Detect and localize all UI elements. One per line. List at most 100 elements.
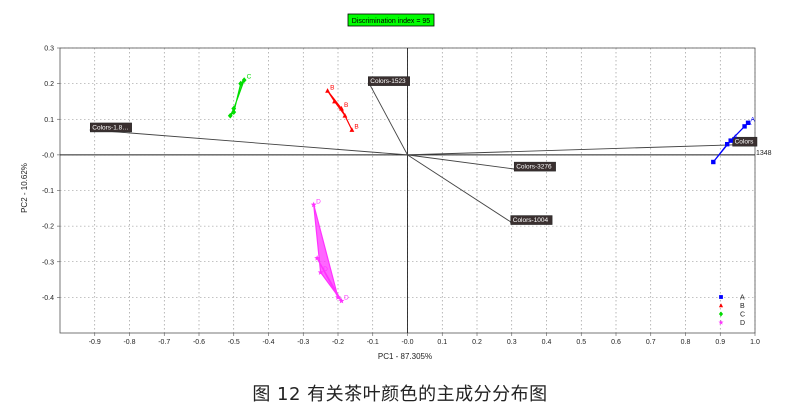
point-label: A [751,116,756,123]
series-point [314,255,321,261]
loading-vectors: Colors-1.8… Colors-1523 Colors-3276 Colors-… [89,76,772,225]
x-tick-label: 0.4 [542,339,552,346]
series-point [231,105,237,112]
figure-caption: 图 12 有关茶叶颜色的主成分分布图 [252,384,548,405]
series-point [227,112,233,119]
series-point [338,297,345,304]
x-tick-label: -0.7 [158,339,170,346]
loading-line [407,143,756,156]
pca-chart: Discrimination index = 95 -0.9 -0.8 -0.7 -0… [0,0,800,375]
series-point [325,88,330,93]
y-axis-title: PC2 - 10.62% [20,163,29,213]
legend-marker [718,311,724,317]
x-tick-label: -0.3 [297,339,309,346]
chart-background [0,0,800,375]
y-tick-label: -0.0 [42,152,54,159]
discrimination-index-badge: Discrimination index = 95 [347,13,435,27]
x-tick-label: 0.3 [507,339,517,346]
series-hull [313,204,343,302]
x-tick-label: 0.1 [437,339,447,346]
x-tick-label: -0.1 [367,339,379,346]
series-hull [327,90,353,131]
x-tick-label: -0.2 [332,339,344,346]
loading-label-box [90,122,132,133]
series-c: C [227,74,252,119]
legend-label: B [740,303,745,310]
series-point [241,77,247,83]
x-tick-label: -0.4 [262,339,274,346]
x-axis-title: PC1 - 87.305% [378,352,432,361]
y-tick-label: 0.3 [44,46,54,53]
series-point [728,138,733,143]
loading-label-box [510,215,553,225]
series-point [711,159,716,165]
x-tick-label: -0.6 [193,339,205,346]
series-point [238,80,244,87]
series-point [339,105,344,111]
x-tick-label: -0.0 [401,339,413,346]
x-tick-label: 1.0 [750,339,760,346]
loading-label: Colors-1523 [370,78,406,85]
loading-label: Colors [735,139,755,146]
badge-box [347,13,435,27]
series-point [745,120,751,126]
loading-label: Colors-1004 [513,217,549,224]
loading-line [407,154,512,223]
point-label: C [247,74,252,81]
series-point [342,113,348,118]
point-label: A [733,134,738,141]
loading-label-box [368,76,410,86]
x-tick-label: 0.7 [646,339,656,346]
y-tick-label: -0.3 [42,259,54,266]
loading-outside-label: 1348 [756,150,772,157]
legend-item-a: A [719,295,745,302]
badge-text: Discrimination index = 95 [352,18,431,25]
legend-label: A [740,295,745,302]
x-tick-label: 0.2 [472,339,482,346]
loading-line [91,129,408,156]
y-tick-label: -0.2 [42,224,54,231]
series-point [742,124,747,129]
legend-marker [719,295,723,299]
legend-item-c: C [718,311,745,319]
y-tick-label: 0.1 [44,117,54,124]
series-point [310,201,317,208]
series-point [349,127,355,132]
point-label: B [344,102,348,109]
y-tick-label: 0.2 [44,81,54,88]
point-label: D [344,294,349,301]
y-tick-label: -0.4 [42,295,54,302]
x-tick-label: -0.8 [123,339,135,346]
loading-label: Colors-1.8… [92,124,128,131]
legend-label: D [740,320,745,327]
loading-line [407,154,516,170]
series-d: D D D [310,198,349,304]
legend-label: C [740,312,745,319]
series-a: AAA [711,116,756,165]
point-label: B [330,84,334,91]
score-series: A A A B B B C D D D [227,74,756,304]
legend-item-d: D [718,319,745,327]
x-tick-label: 0.9 [715,339,725,346]
point-label: D [316,198,321,205]
y-tick-label: -0.1 [42,188,54,195]
legend-marker [718,319,724,325]
series-point [335,294,341,300]
point-label: B [354,123,358,130]
point-label: D [323,266,328,273]
x-tick-label: -0.5 [228,339,240,346]
x-tick-label: 0.8 [681,339,691,346]
loading-label: Colors-3276 [516,164,552,171]
axes: -0.9 -0.8 -0.7 -0.6 -0.5 -0.4 -0.3 -0.2 -0.1 -0.0… [42,46,760,347]
x-tick-label: -0.9 [89,339,101,346]
x-tick-label: 0.6 [611,339,621,346]
loading-label-box [513,161,556,172]
series-point [231,109,237,115]
series-point [725,141,730,147]
loading-line [368,83,408,156]
series-point [332,98,337,104]
legend-item-b: B [718,303,745,310]
series-b: B B B [325,84,359,132]
legend-marker [718,303,724,308]
